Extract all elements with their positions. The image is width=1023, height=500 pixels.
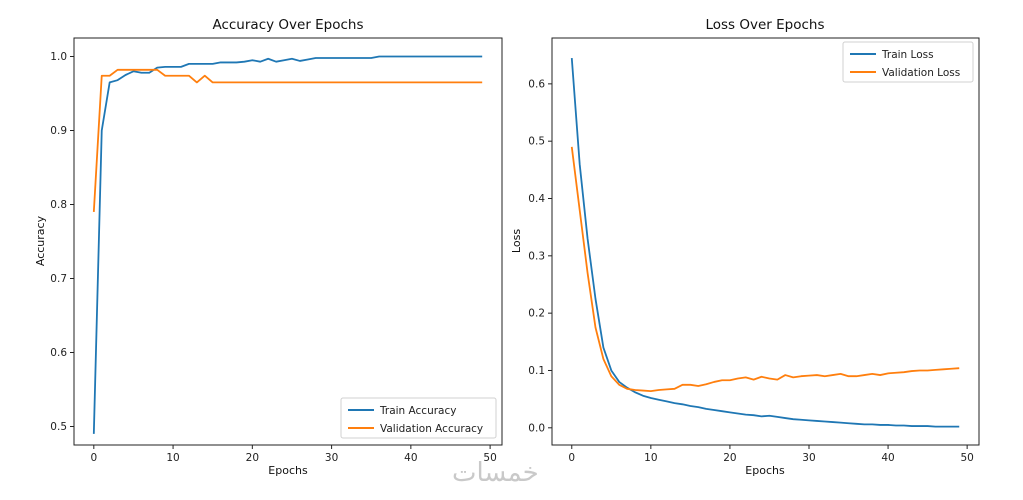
series-line-validation-accuracy xyxy=(92,68,483,212)
y-tick-label: 0.5 xyxy=(50,421,67,433)
y-tick-label: 0.0 xyxy=(528,422,545,434)
y-axis-label: Loss xyxy=(510,229,523,253)
y-tick-label: 1.0 xyxy=(50,51,67,63)
legend-box xyxy=(340,397,497,439)
y-tick-label: 0.3 xyxy=(528,250,545,262)
watermark-logo: خمسات xyxy=(452,458,539,488)
legend-entry-validation-accuracy: Validation Accuracy xyxy=(380,423,483,435)
y-tick-label: 0.6 xyxy=(528,78,545,90)
x-tick-label: 40 xyxy=(881,452,894,464)
x-tick-label: 20 xyxy=(246,452,259,464)
y-tick-label: 0.2 xyxy=(528,308,545,320)
legend-entry-train-accuracy: Train Accuracy xyxy=(379,405,456,417)
legend: Train Accuracy Validation Accuracy xyxy=(340,397,497,439)
chart-title: Loss Over Epochs xyxy=(705,17,824,33)
y-tick-label: 0.5 xyxy=(528,136,545,148)
x-axis-label: Epochs xyxy=(268,464,308,477)
tick-layer: 0 10 20 30 40 50 0.5 0.6 0.7 0.8 0.9 1.0 xyxy=(50,51,497,464)
y-tick-label: 0.1 xyxy=(528,365,545,377)
legend-entry-validation-loss: Validation Loss xyxy=(882,67,960,79)
series-line-validation-loss xyxy=(570,146,960,393)
y-tick-label: 0.6 xyxy=(50,347,67,359)
loss-chart: Loss Over Epochs 0 10 20 30 40 50 0.0 0.1 0.2 0.3… xyxy=(510,17,980,477)
y-tick-label: 0.9 xyxy=(50,125,67,137)
y-axis-label: Accuracy xyxy=(34,215,47,266)
x-tick-label: 20 xyxy=(723,452,736,464)
chart-title: Accuracy Over Epochs xyxy=(212,17,363,33)
y-tick-label: 0.7 xyxy=(50,273,67,285)
x-tick-label: 0 xyxy=(568,452,575,464)
plot-frame xyxy=(73,37,503,446)
x-axis-label: Epochs xyxy=(745,464,785,477)
x-tick-label: 50 xyxy=(483,452,496,464)
x-tick-label: 30 xyxy=(325,452,338,464)
series-line-train-accuracy xyxy=(92,55,483,434)
legend-entry-train-loss: Train Loss xyxy=(881,49,934,61)
series-layer xyxy=(92,55,483,434)
accuracy-chart: Accuracy Over Epochs 0 10 20 30 40 50 0.5 0.6 0.… xyxy=(34,17,503,477)
series-layer xyxy=(570,57,960,428)
tick-layer: 0 10 20 30 40 50 0.0 0.1 0.2 0.3 0.4 0.5 0.6 xyxy=(528,78,974,464)
x-tick-label: 10 xyxy=(166,452,179,464)
x-tick-label: 30 xyxy=(802,452,815,464)
legend: Train Loss Validation Loss xyxy=(842,41,974,83)
x-tick-label: 50 xyxy=(960,452,973,464)
x-tick-label: 0 xyxy=(90,452,97,464)
plot-frame xyxy=(551,37,980,446)
y-tick-label: 0.4 xyxy=(528,193,545,205)
series-line-train-loss xyxy=(570,57,960,428)
x-tick-label: 40 xyxy=(404,452,417,464)
y-tick-label: 0.8 xyxy=(50,199,67,211)
x-tick-label: 10 xyxy=(644,452,657,464)
